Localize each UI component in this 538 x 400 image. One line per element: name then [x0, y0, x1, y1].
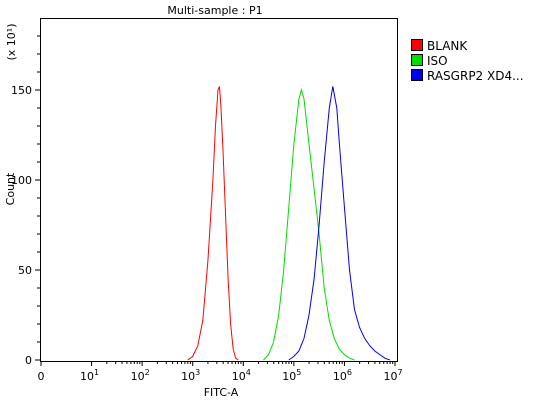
y-axis-label: Count: [4, 172, 17, 205]
legend-label-1: BLANK: [427, 39, 468, 53]
series-group: [187, 86, 391, 361]
legend-swatch-3: [411, 69, 423, 81]
x-tick-label: 0: [38, 370, 45, 383]
x-axis-label: FITC-A: [204, 386, 239, 399]
x-tick-label: 107: [383, 368, 402, 383]
chart-title: Multi-sample : P1: [167, 4, 262, 17]
y-multiplier-label: (x 10¹): [5, 24, 18, 61]
y-tick-label: 0: [25, 354, 32, 367]
legend-label-3: RASGRP2 XD4...: [427, 69, 524, 83]
legend-swatch-1: [411, 39, 423, 51]
y-tick-label: 150: [11, 84, 32, 97]
x-tick-label: 104: [232, 368, 251, 383]
x-tick-label: 102: [131, 368, 150, 383]
x-tick-label: 103: [181, 368, 200, 383]
plot-frame: [40, 18, 398, 362]
series-line-3: [288, 86, 391, 361]
y-tick-label: 50: [18, 264, 32, 277]
y-axis: 0 50 100 150: [11, 35, 40, 367]
x-tick-label: 106: [333, 368, 352, 383]
series-line-2: [263, 88, 355, 361]
x-tick-label: 101: [80, 368, 99, 383]
x-axis: 0 101 102 103 104 105 106 107: [38, 361, 403, 383]
legend-swatch-2: [411, 54, 423, 66]
legend-label-2: ISO: [427, 54, 448, 68]
y-tick-label: 100: [11, 174, 32, 187]
series-line-1: [187, 86, 239, 361]
x-tick-label: 105: [282, 368, 301, 383]
